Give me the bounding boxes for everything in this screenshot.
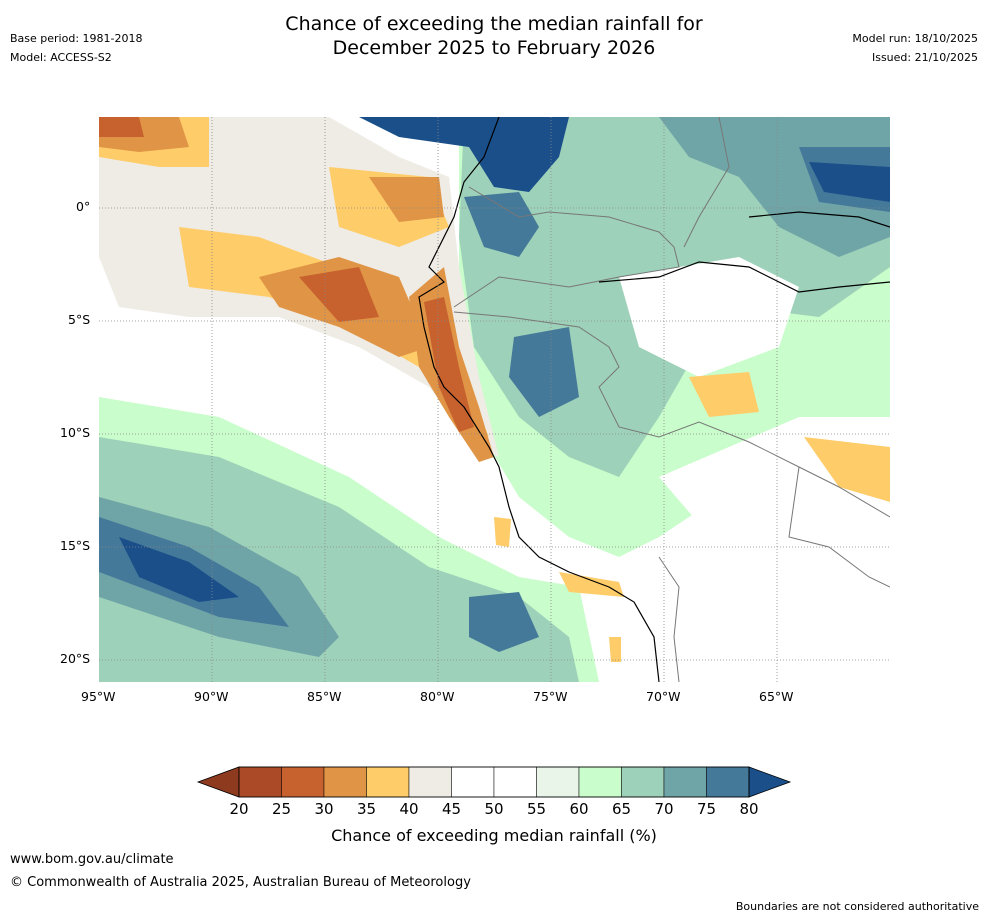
colorbar-segment [706,766,750,798]
colorbar-segment [366,766,410,798]
lon-label-75w: 75°W [533,689,568,704]
rainfall-map [99,117,890,682]
gridlines [99,117,890,682]
country-borders [453,117,890,682]
lon-label-80w: 80°W [420,689,455,704]
colorbar-tick-label: 50 [484,800,504,818]
title-line-1: Chance of exceeding the median rainfall … [285,13,703,35]
colorbar-label: Chance of exceeding median rainfall (%) [331,826,657,845]
lat-label-15s: 15°S [60,538,91,553]
colorbar-tick-label: 20 [229,800,249,818]
zone-interior-blue [509,327,579,417]
colorbar-segment [663,766,707,798]
lon-label-85w: 85°W [307,689,342,704]
title-line-2: December 2025 to February 2026 [332,37,656,59]
colorbar-segment [493,766,537,798]
zone-ne-navy [809,162,890,202]
lon-label-90w: 90°W [194,689,229,704]
zone-east-yellow [689,372,759,417]
footer-url[interactable]: www.bom.gov.au/climate [10,852,174,867]
footer-disclaimer: Boundaries are not considered authoritat… [735,900,979,913]
colorbar-tick-label: 65 [611,800,632,818]
lat-label-5s: 5°S [68,312,91,327]
zone-coast-rust [424,297,474,432]
colorbar-outline [238,766,750,798]
issued-text: Issued: 21/10/2025 [871,51,978,64]
model-text: Model: ACCESS-S2 [10,51,112,64]
colorbar-tick-label: 25 [271,800,292,818]
colorbar-tick-label: 80 [739,800,759,818]
zone-coast-blue [464,192,539,257]
colorbar-tick-label: 45 [441,800,462,818]
colorbar-tick-label: 35 [356,800,377,818]
zone-amazon-white [619,257,799,377]
zone-sw-navy [119,537,239,602]
colorbar-segment [408,766,452,798]
chart-title: Chance of exceeding the median rainfall … [0,12,988,60]
colorbar-segment [238,766,282,798]
colorbar-low-arrow [196,766,240,798]
lat-label-10s: 10°S [60,425,91,440]
model-run-text: Model run: 18/10/2025 [852,32,978,45]
lon-label-70w: 70°W [646,689,681,704]
colorbar-tick-label: 55 [526,800,547,818]
colorbar-tick-label: 75 [696,800,717,818]
colorbar-segment [323,766,367,798]
lon-label-65w: 65°W [759,689,794,704]
colorbar-segment [451,766,495,798]
base-period-text: Base period: 1981-2018 [10,32,143,45]
colorbar [196,766,792,798]
zone-se-yellow [804,437,890,502]
coastline [418,117,660,682]
amazon-river [598,211,890,293]
colorbar-segment [281,766,325,798]
zone-south-yellow [494,517,624,662]
zone-pacific-rust [99,117,379,322]
footer-copyright: © Commonwealth of Australia 2025, Austra… [10,875,471,890]
colorbar-segment [578,766,622,798]
colorbar-tick-label: 70 [654,800,674,818]
colorbar-segment [621,766,665,798]
colorbar-tick-label: 60 [569,800,589,818]
colorbar-segment [536,766,580,798]
lon-label-95w: 95°W [81,689,116,704]
colorbar-tick-label: 30 [314,800,334,818]
lat-label-20s: 20°S [60,651,91,666]
colorbar-tick-label: 40 [399,800,419,818]
colorbar-high-arrow [748,766,792,798]
zone-top-navy [359,117,569,192]
lat-label-0: 0° [76,199,91,214]
